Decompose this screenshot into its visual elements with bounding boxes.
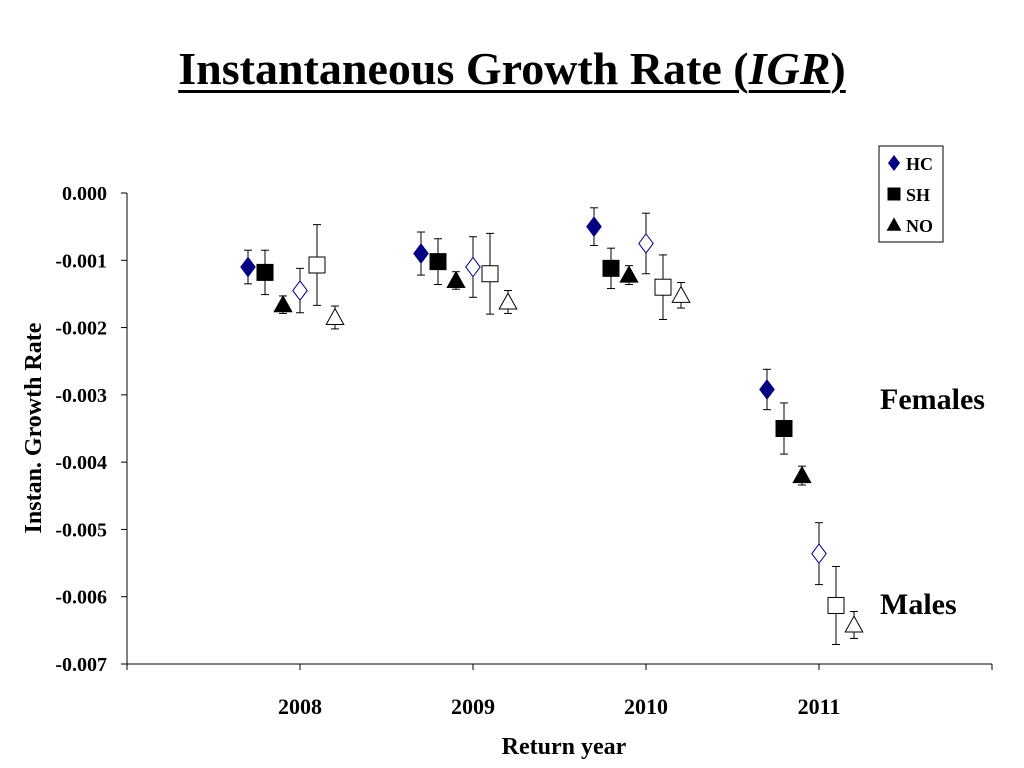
females-hc-point <box>240 256 256 278</box>
y-tick-label: 0.000 <box>62 183 107 205</box>
y-tick-label: -0.003 <box>55 385 107 407</box>
y-tick-label: -0.004 <box>55 452 107 474</box>
males-sh-point <box>654 278 672 296</box>
males-hc-point <box>638 233 654 254</box>
females-sh-point <box>429 253 447 271</box>
females-sh-point <box>256 263 274 281</box>
males-sh-point <box>827 596 845 614</box>
legend-marker-hc <box>887 154 901 172</box>
males-no-point <box>844 615 864 633</box>
males-hc-point <box>811 543 827 565</box>
title-main: Instantaneous Growth Rate ( <box>178 43 749 94</box>
y-tick-label: -0.001 <box>55 250 107 272</box>
x-tick-label: 2011 <box>798 694 841 719</box>
males-no-point <box>671 285 691 303</box>
annotation-males: Males <box>880 588 957 621</box>
x-tick-label: 2009 <box>451 694 495 719</box>
females-hc-point <box>586 216 602 238</box>
males-hc-point <box>465 256 481 278</box>
legend-marker-no <box>886 217 902 231</box>
males-no-point <box>325 307 345 326</box>
females-no-point <box>273 294 293 313</box>
males-hc-point <box>292 280 308 301</box>
males-sh-point <box>308 256 326 274</box>
chart-title: Instantaneous Growth Rate (IGR) <box>0 42 1024 95</box>
y-tick-label: -0.005 <box>55 519 107 541</box>
y-axis-title: Instan. Growth Rate <box>21 322 47 533</box>
females-no-point <box>446 270 466 289</box>
females-sh-point <box>775 420 793 437</box>
females-hc-point <box>759 379 775 400</box>
females-no-point <box>792 465 812 484</box>
females-sh-point <box>602 259 620 277</box>
legend-marker-sh <box>887 187 901 201</box>
legend-label-sh: SH <box>906 185 930 205</box>
x-axis-title: Return year <box>502 734 627 760</box>
y-tick-label: -0.006 <box>55 587 107 609</box>
y-tick-label: -0.002 <box>55 318 107 340</box>
title-close: ) <box>830 43 846 94</box>
legend-label-no: NO <box>906 216 933 236</box>
males-no-point <box>498 292 518 310</box>
y-tick-label: -0.007 <box>55 654 107 676</box>
females-hc-point <box>413 243 429 264</box>
annotation-females: Females <box>880 383 985 416</box>
x-tick-label: 2008 <box>278 694 322 719</box>
title-italic: IGR <box>748 43 831 94</box>
legend-label-hc: HC <box>906 154 933 174</box>
females-no-point <box>619 265 639 283</box>
x-tick-label: 2010 <box>624 694 668 719</box>
males-sh-point <box>481 265 499 283</box>
